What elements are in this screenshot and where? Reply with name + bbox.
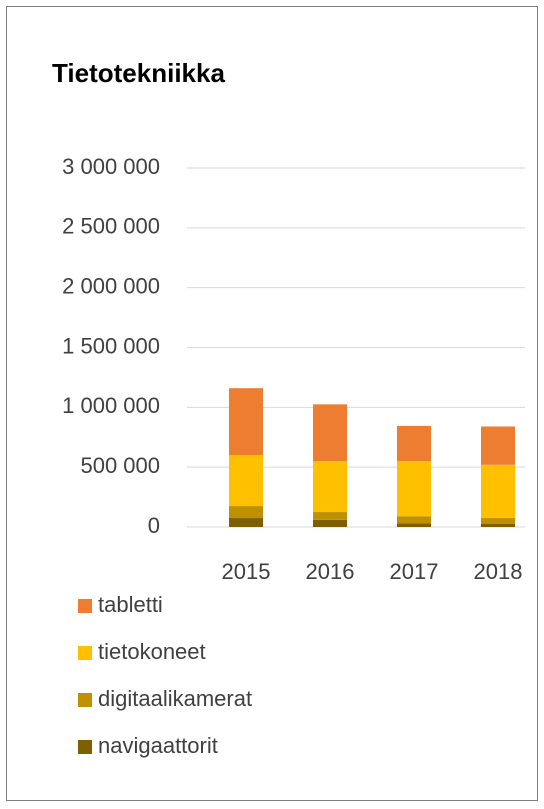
legend-label: digitaalikamerat	[98, 686, 252, 711]
bar-segment	[481, 464, 515, 519]
legend-swatch	[78, 693, 92, 707]
bar-segment	[313, 461, 347, 513]
bar-segment	[313, 519, 347, 527]
y-tick-label: 2 000 000	[62, 273, 160, 298]
y-tick-label: 2 500 000	[62, 214, 160, 239]
bar-segment	[397, 523, 431, 527]
bar-segment	[313, 404, 347, 462]
legend-swatch	[78, 646, 92, 660]
bar-segment	[229, 518, 263, 527]
y-tick-label: 0	[148, 513, 160, 538]
legend-swatch	[78, 740, 92, 754]
bar-segment	[397, 425, 431, 462]
legend-label: tabletti	[98, 592, 163, 617]
bar-segment	[229, 455, 263, 507]
y-tick-label: 1 000 000	[62, 393, 160, 418]
chart-title: Tietotekniikka	[52, 58, 225, 88]
bar-segment	[229, 388, 263, 456]
y-tick-label: 3 000 000	[62, 154, 160, 179]
bar-segment	[229, 506, 263, 519]
legend-label: tietokoneet	[98, 639, 206, 664]
bar-segment	[397, 461, 431, 517]
bar-segment	[397, 516, 431, 524]
x-tick-label: 2017	[390, 559, 439, 584]
legend-swatch	[78, 599, 92, 613]
x-tick-label: 2018	[474, 559, 523, 584]
legend-label: navigaattorit	[98, 733, 218, 758]
x-tick-label: 2016	[306, 559, 355, 584]
x-tick-label: 2015	[222, 559, 271, 584]
bar-segment	[481, 524, 515, 527]
y-tick-label: 500 000	[80, 453, 160, 478]
chart-frame	[6, 6, 538, 801]
y-tick-label: 1 500 000	[62, 333, 160, 358]
bar-segment	[313, 512, 347, 520]
bar-segment	[481, 426, 515, 465]
bar-segment	[481, 518, 515, 525]
